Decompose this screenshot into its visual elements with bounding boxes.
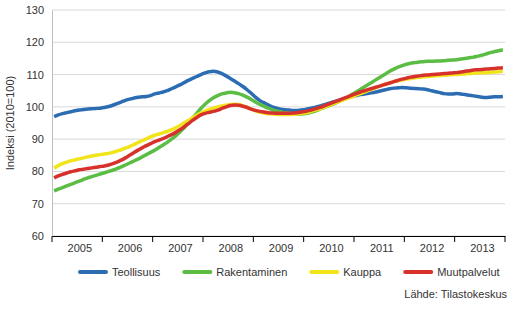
legend-label: Rakentaminen [216,266,287,278]
tick: 130 [26,4,52,16]
legend-item: Muutpalvelut [405,266,499,278]
plot: 60 70 80 90 100 110 120 130 2005 2006 2007 2008 2009… [26,4,506,254]
tick: 2010 [319,236,343,254]
grid-line [52,236,505,237]
grid-line [52,42,505,43]
tick-label: 2012 [420,242,444,254]
tick-label: 2008 [219,242,243,254]
tick: 120 [26,36,52,48]
legend-label: Kauppa [343,266,382,278]
tick: 100 [26,101,52,113]
grid-line [52,171,505,172]
series-line [54,71,503,168]
legend-label: Muutpalvelut [437,266,499,278]
tick-label: 2006 [118,242,142,254]
x-separator [404,236,405,242]
tick-label: 2013 [470,242,494,254]
tick-label: 2010 [319,242,343,254]
legend-item: Rakentaminen [184,266,287,278]
tick-label: 110 [26,69,44,81]
axis-line [53,236,506,237]
tick: 110 [26,69,52,81]
tick: 2006 [118,236,142,254]
tick: 2013 [470,236,494,254]
x-separator [152,236,153,242]
tick-label: 80 [32,165,44,177]
legend-swatch [405,270,431,274]
chart: 60 70 80 90 100 110 120 130 2005 2006 2007 2008 2009… [0,0,529,325]
tick: 70 [32,198,52,210]
tick-label: 2005 [68,242,92,254]
series-line [54,50,503,191]
legend-swatch [184,270,210,274]
tick-label: 100 [26,101,44,113]
grid-line [52,139,505,140]
x-separator [253,236,254,242]
legend-item: Teollisuus [80,266,161,278]
y-axis: 60 70 80 90 100 110 120 130 [26,4,53,242]
tick: 2007 [168,236,192,254]
tick-label: 2011 [370,242,394,254]
x-separators [52,236,505,242]
legend-label: Teollisuus [112,266,161,278]
tick-label: 70 [32,198,44,210]
tick-label: 2007 [168,242,192,254]
tick: 2005 [68,236,92,254]
x-separator [52,236,53,242]
grid [52,10,505,236]
x-separator [102,236,103,242]
x-separator [505,236,506,242]
grid-line [52,10,505,11]
legend: Teollisuus Rakentaminen Kauppa Muutpalvelut [80,266,500,278]
x-separator [303,236,304,242]
tick: 2012 [420,236,444,254]
legend-swatch [80,270,106,274]
axis-title: Indeksi (2010=100) [4,76,16,170]
legend-swatch [311,270,337,274]
tick: 2009 [269,236,293,254]
tick-label: 60 [32,230,44,242]
source: Lähde: Tilastokeskus [404,288,507,300]
lines [54,50,503,191]
tick-label: 2009 [269,242,293,254]
tick-label: 90 [32,133,44,145]
tick: 80 [32,165,52,177]
axis-line [52,11,53,237]
x-separator [203,236,204,242]
tick: 60 [32,230,52,242]
tick-label: 130 [26,4,44,16]
grid-line [52,203,505,204]
series-line [54,68,503,178]
legend-item: Kauppa [311,266,382,278]
x-axis: 2005 2006 2007 2008 2009 2010 2011 2012 2013 [53,236,506,254]
tick-label: 120 [26,36,44,48]
series-line [54,71,503,116]
x-separator [454,236,455,242]
tick: 90 [32,133,52,145]
tick: 2008 [219,236,243,254]
x-separator [354,236,355,242]
tick: 2011 [370,236,394,254]
